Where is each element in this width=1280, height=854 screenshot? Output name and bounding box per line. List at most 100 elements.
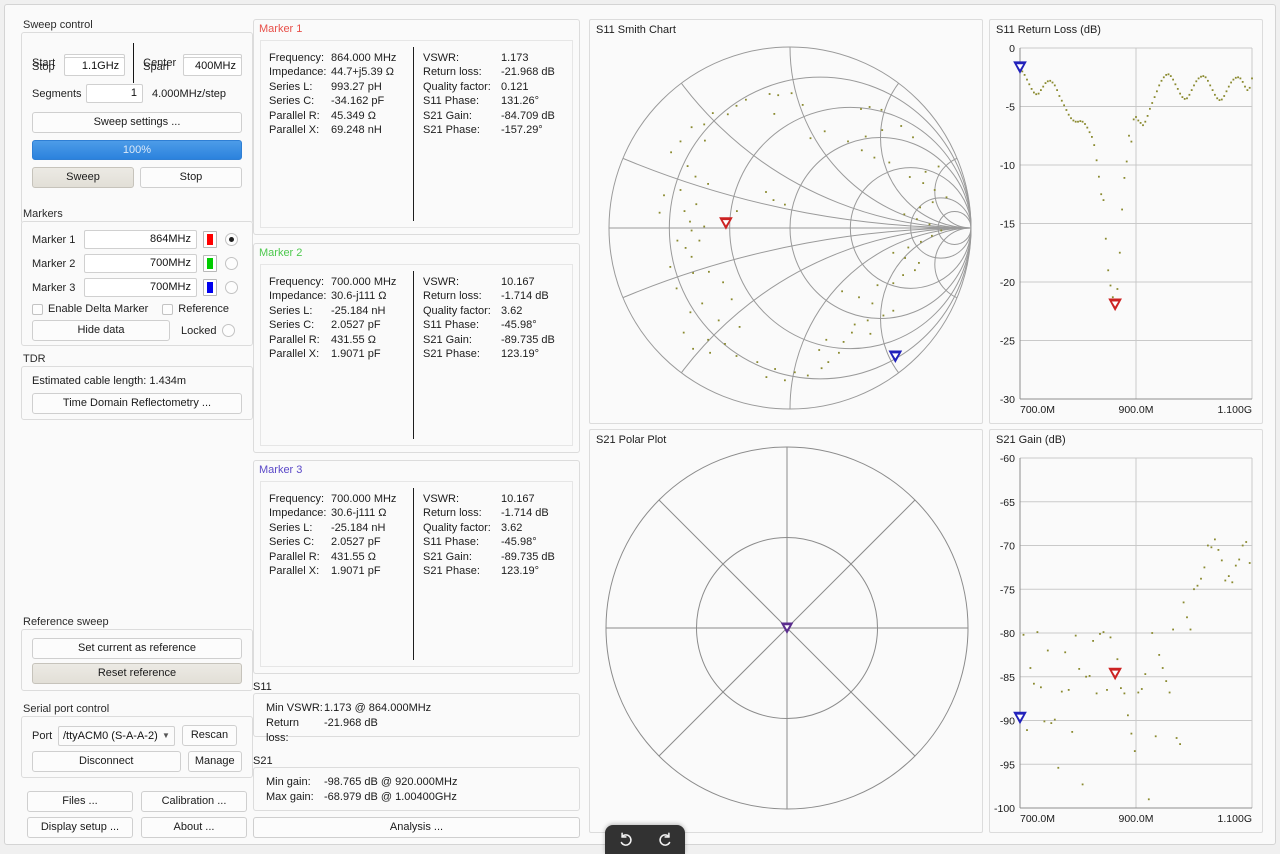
time-domain-reflectometry-button[interactable]: Time Domain Reflectometry ... [32, 393, 242, 414]
marker-1-label: Marker 1 [32, 233, 76, 246]
span-input[interactable]: 400MHz [182, 57, 242, 76]
parallel-x-label: Parallel X: [269, 124, 320, 137]
analysis-button[interactable]: Analysis ... [253, 817, 580, 838]
files-button[interactable]: Files ... [27, 791, 133, 812]
series-c-label: Series C: [269, 319, 315, 332]
marker-1-active-radio[interactable] [225, 233, 238, 246]
quality-factor-value: 0.121 [501, 80, 529, 93]
marker-3-frequency-input[interactable]: 700MHz [84, 278, 197, 297]
sweep-button[interactable]: Sweep [32, 167, 134, 188]
marker-2-panel-body: Frequency: 700.000 MHz Impedance: 30.6-j11… [260, 264, 573, 446]
impedance-value: 44.7+j5.39 Ω [331, 66, 394, 79]
marker-1-frequency-input[interactable]: 864MHz [84, 230, 197, 249]
s21-polar-plot-canvas[interactable] [590, 430, 983, 833]
app-window: Sweep control Start 700MHz Center 900MHz… [4, 4, 1276, 854]
return-loss-value: -21.968 dB [324, 717, 378, 729]
s11-return-loss-canvas[interactable]: 0 -5 -10 -15 -20 -25 -30 700.0M 900.0M 1.100G [990, 20, 1263, 424]
calibration-button[interactable]: Calibration ... [141, 791, 247, 812]
impedance-label: Impedance: [269, 290, 327, 303]
s21-gain-chart[interactable]: S21 Gain (dB) -60 -65 -70 -75 -80 -85 -90 -95 -1… [989, 429, 1263, 833]
min-vswr-value: 1.173 @ 864.000MHz [324, 702, 432, 714]
about-button[interactable]: About ... [141, 817, 247, 838]
quality-factor-value: 3.62 [501, 304, 523, 317]
stop-input[interactable]: 1.1GHz [64, 57, 126, 76]
svg-text:-75: -75 [1000, 584, 1015, 596]
vswr-label: VSWR: [423, 52, 460, 64]
series-l-label: Series L: [269, 521, 313, 534]
s11-return-loss-chart[interactable]: S11 Return Loss (dB) 0 -5 -10 -15 -20 -25 -30 7… [989, 19, 1263, 424]
vswr-value: 10.167 [501, 493, 535, 505]
bottom-button-grid: Files ... Calibration ... Display setup … [27, 791, 247, 838]
sweep-control-title: Sweep control [23, 19, 93, 31]
s21-gain-value: -89.735 dB [501, 333, 555, 346]
s11-summary-title: S11 [253, 681, 272, 693]
stop-sweep-button[interactable]: Stop [140, 167, 242, 188]
s11-smith-chart-canvas[interactable] [590, 20, 983, 424]
marker-3-right-fields: VSWR: 10.167 Return loss: -1.714 dB Qualit… [413, 492, 555, 578]
s21-gain-chart-title: S21 Gain (dB) [996, 434, 1066, 446]
parallel-r-label: Parallel R: [269, 550, 320, 563]
tdr-title: TDR [23, 353, 46, 365]
segments-label: Segments [32, 87, 82, 100]
quality-factor-label: Quality factor: [423, 521, 491, 534]
marker-1-color-swatch[interactable] [203, 231, 217, 248]
locked-radio[interactable] [222, 324, 236, 337]
undo-icon[interactable] [610, 828, 640, 852]
reference-label: Reference [178, 303, 230, 315]
marker-3-active-radio[interactable] [225, 281, 238, 294]
marker-3-panel-title: Marker 3 [259, 464, 303, 476]
reset-reference-button[interactable]: Reset reference [32, 663, 242, 684]
display-setup-button[interactable]: Display setup ... [27, 817, 133, 838]
step-text: 4.000MHz/step [152, 87, 226, 100]
svg-text:-95: -95 [1000, 759, 1015, 771]
port-select[interactable]: /ttyACM0 (S-A-A-2) ▼ [58, 725, 175, 746]
marker-1-panel-body: Frequency: 864.000 MHz Impedance: 44.7+j5.… [260, 40, 573, 228]
svg-text:-70: -70 [1000, 541, 1015, 553]
svg-text:900.0M: 900.0M [1118, 813, 1153, 825]
disconnect-button[interactable]: Disconnect [32, 751, 181, 772]
series-c-value: 2.0527 pF [331, 319, 381, 332]
series-c-value: -34.162 pF [331, 95, 385, 108]
parallel-r-value: 431.55 Ω [331, 333, 376, 346]
estimated-cable-length: Estimated cable length: 1.434m [32, 375, 187, 387]
impedance-label: Impedance: [269, 66, 327, 79]
svg-text:1.100G: 1.100G [1218, 813, 1252, 825]
enable-delta-marker-checkbox[interactable] [32, 303, 43, 315]
min-gain-value: -98.765 dB @ 920.000MHz [324, 776, 458, 788]
svg-text:700.0M: 700.0M [1020, 813, 1055, 825]
redo-icon[interactable] [650, 828, 680, 852]
s21-phase-value: -157.29° [501, 124, 543, 137]
manage-button[interactable]: Manage [187, 751, 242, 772]
rescan-button[interactable]: Rescan [182, 725, 237, 746]
marker-3-panel-body: Frequency: 700.000 MHz Impedance: 30.6-j11… [260, 481, 573, 667]
series-l-value: 993.27 pH [331, 80, 382, 93]
set-current-as-reference-button[interactable]: Set current as reference [32, 638, 242, 659]
s21-gain-label: S21 Gain: [423, 109, 472, 122]
parallel-x-label: Parallel X: [269, 348, 320, 361]
marker-1-panel: Marker 1 Frequency: 864.000 MHz Impedance… [253, 19, 580, 235]
s21-gain-value: -89.735 dB [501, 550, 555, 563]
quality-factor-label: Quality factor: [423, 80, 491, 93]
return-loss-label: Return loss: [423, 507, 482, 520]
sweep-settings-button[interactable]: Sweep settings ... [32, 112, 242, 133]
divider-spacer [133, 66, 134, 67]
s21-gain-canvas[interactable]: -60 -65 -70 -75 -80 -85 -90 -95 -100 700.0M 900.0M… [990, 430, 1263, 833]
serial-port-control-title: Serial port control [23, 703, 110, 715]
marker-2-active-radio[interactable] [225, 257, 238, 270]
right-chart-column: S11 Return Loss (dB) 0 -5 -10 -15 -20 -25 -30 7… [989, 19, 1263, 833]
svg-text:-30: -30 [1000, 394, 1015, 406]
marker-2-color-swatch[interactable] [203, 255, 217, 272]
segments-input[interactable]: 1 [86, 84, 143, 103]
hide-data-button[interactable]: Hide data [32, 320, 170, 341]
series-c-value: 2.0527 pF [331, 536, 381, 549]
s11-smith-chart[interactable]: S11 Smith Chart [589, 19, 983, 424]
svg-text:0: 0 [1009, 43, 1015, 55]
reference-checkbox[interactable] [162, 303, 174, 315]
marker-2-frequency-input[interactable]: 700MHz [84, 254, 197, 273]
marker-3-color-swatch[interactable] [203, 279, 217, 296]
series-l-value: -25.184 nH [331, 521, 386, 534]
parallel-x-value: 1.9071 pF [331, 565, 381, 578]
impedance-value: 30.6-j111 Ω [331, 507, 387, 520]
frequency-label: Frequency: [269, 276, 325, 288]
s21-polar-plot[interactable]: S21 Polar Plot [589, 429, 983, 833]
